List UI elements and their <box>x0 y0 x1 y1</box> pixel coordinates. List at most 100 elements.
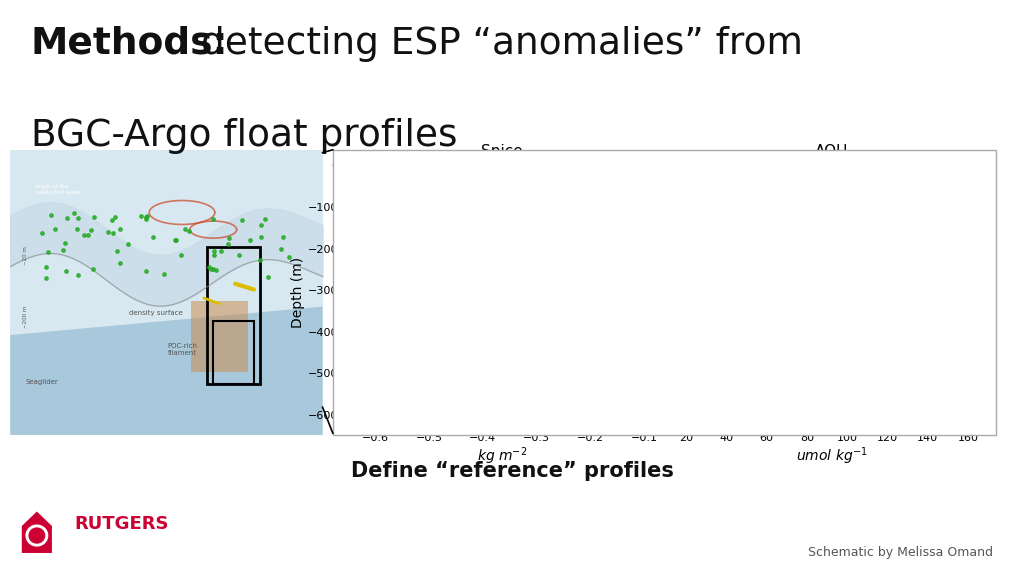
Point <box>726 213 742 222</box>
Point <box>426 374 442 384</box>
Point <box>641 164 657 173</box>
Point <box>380 410 396 419</box>
Point <box>43 210 59 219</box>
Point <box>599 206 615 215</box>
Point <box>508 281 524 290</box>
Point <box>906 374 923 384</box>
Point <box>709 219 725 228</box>
Text: density surface: density surface <box>129 310 182 316</box>
FancyBboxPatch shape <box>191 301 248 372</box>
Point <box>780 264 797 274</box>
Point <box>253 233 269 242</box>
Point <box>272 244 289 253</box>
Point <box>177 224 194 233</box>
Point <box>887 361 903 370</box>
Point <box>506 287 522 296</box>
Point <box>99 228 116 237</box>
Point <box>905 393 922 403</box>
Point <box>627 177 643 186</box>
Point <box>180 227 197 236</box>
Point <box>867 358 884 367</box>
Point <box>441 351 458 361</box>
Point <box>137 213 154 222</box>
Point <box>942 413 958 422</box>
Point <box>864 355 881 364</box>
Point <box>638 184 654 193</box>
Title: Spice: Spice <box>481 144 522 159</box>
Point <box>469 319 485 328</box>
Point <box>749 261 765 270</box>
Point <box>253 221 269 230</box>
Text: detecting ESP “anomalies” from: detecting ESP “anomalies” from <box>189 26 803 62</box>
Point <box>80 230 96 239</box>
Point <box>205 264 221 274</box>
Point <box>768 245 784 254</box>
Text: BGC-Argo float profiles: BGC-Argo float profiles <box>31 118 458 154</box>
Point <box>858 345 874 354</box>
Point <box>463 323 479 332</box>
Point <box>221 233 238 242</box>
Point <box>455 329 471 338</box>
Point <box>275 233 292 242</box>
Point <box>899 367 915 377</box>
Point <box>69 224 85 233</box>
Point <box>622 184 638 193</box>
Point <box>574 238 591 248</box>
Point <box>613 180 630 190</box>
Point <box>663 174 679 183</box>
Point <box>588 225 604 234</box>
Point <box>233 215 250 225</box>
Point <box>613 200 630 209</box>
Point <box>652 196 669 206</box>
Point <box>634 164 650 173</box>
Point <box>658 161 675 170</box>
Point <box>464 335 480 344</box>
Point <box>66 208 82 217</box>
Point <box>409 371 425 380</box>
Text: Seaglider: Seaglider <box>26 378 58 385</box>
Point <box>530 267 547 276</box>
Point <box>765 258 781 267</box>
Point <box>915 387 932 396</box>
Point <box>698 222 715 232</box>
Point <box>369 400 385 409</box>
Point <box>562 245 579 254</box>
Point <box>138 214 155 223</box>
Text: POC-rich
filament: POC-rich filament <box>167 343 197 356</box>
Point <box>167 236 183 245</box>
Point <box>852 342 868 351</box>
Point <box>807 293 823 302</box>
Point <box>690 216 707 225</box>
Point <box>916 397 933 406</box>
Point <box>84 264 100 274</box>
Point <box>450 325 466 335</box>
Point <box>138 211 155 221</box>
Point <box>460 339 476 348</box>
Point <box>132 211 148 221</box>
Point <box>856 329 872 338</box>
Point <box>205 214 221 223</box>
Point <box>594 219 610 228</box>
Point <box>373 416 389 426</box>
Point <box>145 233 162 242</box>
Point <box>810 290 826 300</box>
Point <box>798 281 814 290</box>
Point <box>915 384 932 393</box>
Point <box>657 167 674 176</box>
Point <box>47 224 63 233</box>
Point <box>168 235 184 244</box>
Point <box>504 300 520 309</box>
Point <box>908 381 925 390</box>
Point <box>800 300 816 309</box>
Point <box>109 247 125 256</box>
Point <box>419 377 435 386</box>
Text: ~20 m: ~20 m <box>23 246 28 265</box>
Point <box>70 270 86 279</box>
Point <box>948 403 965 412</box>
Point <box>499 290 515 300</box>
Point <box>775 271 792 280</box>
Point <box>629 187 645 196</box>
Point <box>804 306 820 316</box>
Point <box>738 232 755 241</box>
Point <box>396 384 413 393</box>
